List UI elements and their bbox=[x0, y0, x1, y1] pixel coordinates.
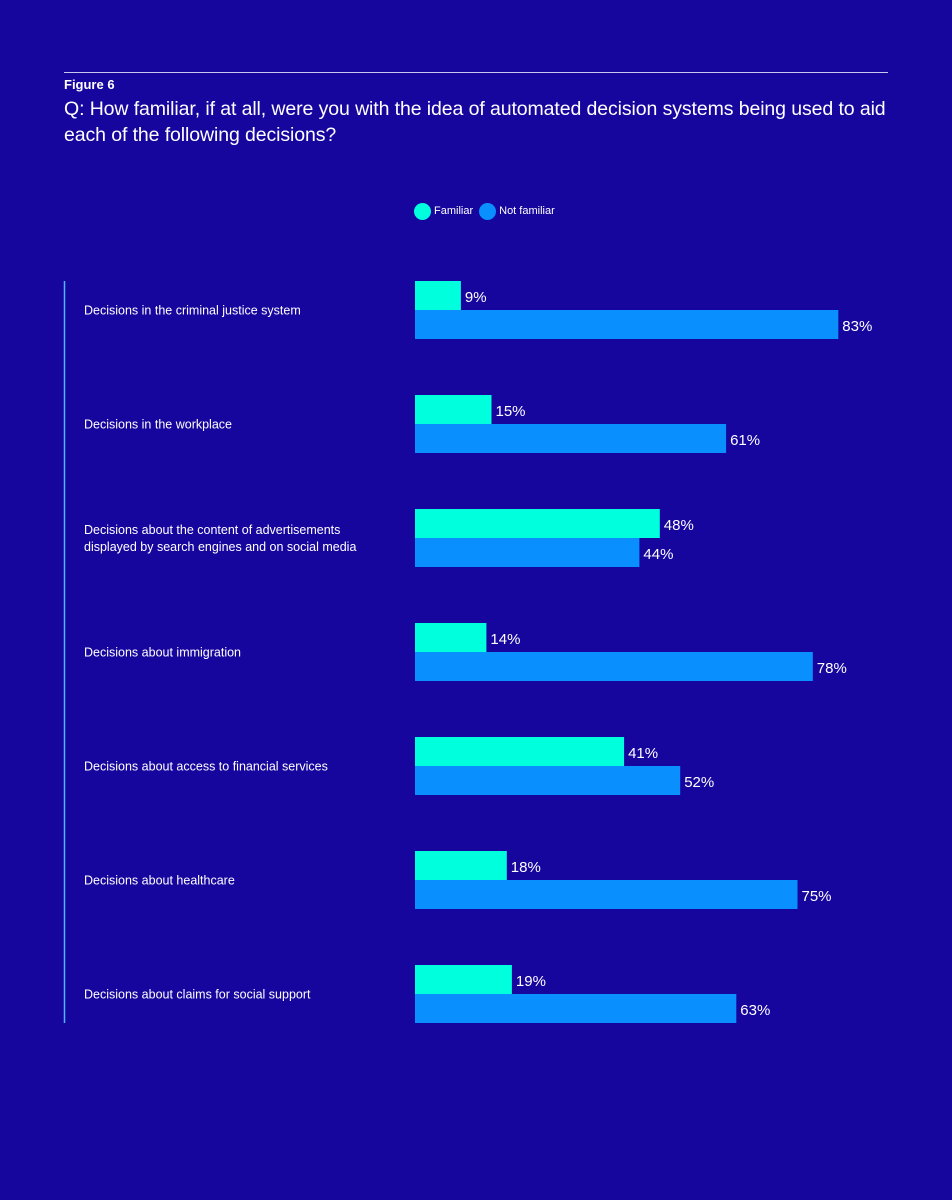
category-label: Decisions about access to financial serv… bbox=[84, 760, 328, 774]
data-label-familiar: 41% bbox=[628, 745, 658, 762]
legend-label-not-familiar: Not familiar bbox=[499, 205, 555, 217]
bar-familiar bbox=[415, 395, 492, 424]
data-label-not-familiar: 61% bbox=[730, 432, 760, 449]
category-label: Decisions in the criminal justice system bbox=[84, 304, 301, 318]
data-label-familiar: 14% bbox=[490, 631, 520, 648]
bar-familiar bbox=[415, 737, 625, 766]
bar-familiar bbox=[415, 965, 512, 994]
legend-label-familiar: Familiar bbox=[434, 205, 474, 217]
bar-not-familiar bbox=[415, 310, 839, 339]
bar-not-familiar bbox=[415, 766, 681, 795]
data-label-not-familiar: 63% bbox=[740, 1002, 770, 1019]
bar-familiar bbox=[415, 509, 660, 538]
bar-not-familiar bbox=[415, 652, 813, 681]
category-label: displayed by search engines and on socia… bbox=[84, 540, 356, 554]
category-label: Decisions about the content of advertise… bbox=[84, 523, 340, 537]
legend: Familiar Not familiar bbox=[414, 202, 561, 220]
data-label-familiar: 48% bbox=[664, 517, 694, 534]
legend-item-not-familiar: Not familiar bbox=[479, 202, 555, 220]
bar-not-familiar bbox=[415, 424, 727, 453]
chart-question: Q: How familiar, if at all, were you wit… bbox=[64, 98, 886, 146]
bar-not-familiar bbox=[415, 538, 640, 567]
figure-label: Figure 6 bbox=[64, 77, 115, 92]
data-label-familiar: 9% bbox=[465, 289, 487, 306]
bar-familiar bbox=[415, 623, 487, 652]
bar-familiar bbox=[415, 851, 507, 880]
data-label-not-familiar: 44% bbox=[643, 546, 673, 563]
bar-not-familiar bbox=[415, 880, 798, 909]
category-label: Decisions about immigration bbox=[84, 646, 241, 660]
data-label-familiar: 18% bbox=[511, 859, 541, 876]
legend-swatch-not-familiar bbox=[479, 202, 497, 220]
data-label-not-familiar: 83% bbox=[842, 318, 872, 335]
data-label-not-familiar: 78% bbox=[817, 660, 847, 677]
data-label-not-familiar: 75% bbox=[802, 888, 832, 905]
bar-familiar bbox=[415, 281, 461, 310]
bar-not-familiar bbox=[415, 994, 737, 1023]
legend-swatch-familiar bbox=[414, 202, 431, 220]
legend-item-familiar: Familiar bbox=[414, 202, 474, 220]
category-label: Decisions about healthcare bbox=[84, 874, 235, 888]
data-label-familiar: 19% bbox=[516, 973, 546, 990]
data-label-not-familiar: 52% bbox=[684, 774, 714, 791]
data-label-familiar: 15% bbox=[496, 403, 526, 420]
top-rule bbox=[64, 72, 888, 73]
category-label: Decisions in the workplace bbox=[84, 418, 232, 432]
category-label: Decisions about claims for social suppor… bbox=[84, 988, 311, 1002]
